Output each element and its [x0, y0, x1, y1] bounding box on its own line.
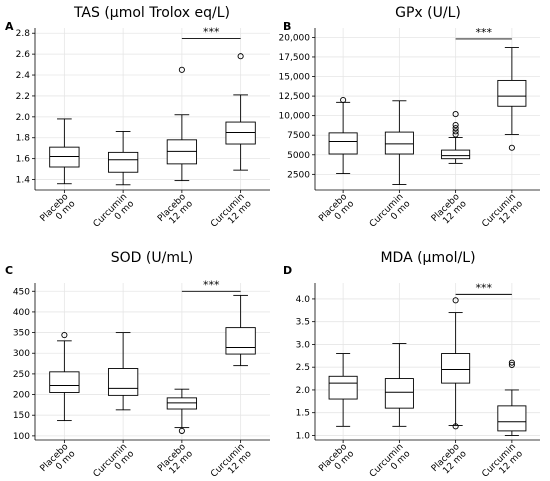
outlier-point: [237, 53, 244, 60]
box-iqr: [384, 378, 414, 409]
x-tick-label: Curcumin0 mo: [368, 192, 413, 237]
y-tick-label: 2.5: [296, 363, 310, 373]
y-tick-label: 5000: [287, 151, 310, 161]
y-tick-label: 400: [13, 308, 30, 318]
significance-stars: ***: [203, 278, 220, 291]
y-tick-label: 100: [13, 432, 30, 442]
panel-title: GPx (U/L): [395, 5, 461, 21]
x-tick-label: Placebo0 mo: [317, 192, 356, 231]
outlier-point: [178, 427, 185, 434]
outlier-point: [452, 423, 459, 430]
box-iqr: [441, 353, 471, 384]
x-tick-label: Curcumin0 mo: [368, 442, 413, 481]
y-tick-label: 150: [13, 411, 30, 421]
y-tick-label: 2.0: [296, 386, 311, 396]
y-tick-label: 7500: [287, 131, 310, 141]
box-iqr: [225, 121, 256, 145]
panel-title: TAS (μmol Trolox eq/L): [73, 5, 230, 21]
box-iqr: [166, 139, 198, 165]
x-tick-label: Placebo12 mo: [156, 192, 195, 231]
outlier-point: [508, 359, 515, 366]
panel-letter: B: [283, 20, 291, 33]
y-tick-label: 1.4: [16, 176, 31, 186]
outlier-point: [178, 66, 185, 73]
significance-stars: ***: [476, 26, 493, 39]
y-tick-label: 17,500: [279, 53, 311, 63]
y-tick-label: 450: [13, 287, 30, 297]
y-tick-label: 1.8: [16, 134, 31, 144]
y-tick-label: 2.0: [16, 113, 31, 123]
y-tick-label: 2500: [287, 170, 310, 180]
outlier-point: [508, 144, 515, 151]
box-iqr: [225, 327, 256, 355]
y-tick-label: 12,500: [279, 92, 311, 102]
y-tick-label: 2.2: [16, 92, 30, 102]
panel-letter: A: [5, 20, 14, 33]
x-tick-label: Curcumin12 mo: [480, 192, 525, 237]
x-tick-label: Curcumin0 mo: [92, 442, 137, 481]
panel-d: 1.0 1.5 2.0 2.5 3.0 3.5 4.0 Placebo0 mo Curcumin…: [283, 250, 540, 481]
y-tick-label: 2.4: [16, 71, 31, 81]
y-tick-label: 10,000: [279, 112, 311, 122]
outlier-point: [340, 96, 347, 104]
box-iqr: [107, 151, 139, 173]
panel-letter: D: [283, 264, 292, 277]
x-tick-label: Placebo0 mo: [39, 442, 78, 481]
panel-letter: C: [5, 264, 13, 277]
outlier-point: [452, 125, 459, 132]
x-tick-label: Placebo0 mo: [39, 192, 78, 231]
outlier-point: [61, 332, 68, 339]
x-tick-label: Placebo12 mo: [156, 442, 195, 481]
y-tick-label: 2.6: [16, 50, 31, 60]
box-iqr: [49, 371, 80, 393]
outlier-point: [452, 128, 459, 135]
y-tick-label: 3.0: [296, 340, 311, 350]
y-tick-label: 15,000: [279, 73, 311, 83]
y-tick-label: 300: [13, 349, 30, 359]
x-tick-label: Placebo12 mo: [430, 192, 469, 231]
x-tick-label: Curcumin12 mo: [480, 442, 525, 481]
y-tick-label: 3.5: [296, 318, 310, 328]
box-iqr: [328, 132, 358, 155]
y-tick-label: 2.8: [16, 29, 31, 39]
box-iqr: [441, 149, 471, 160]
panel-title: SOD (U/mL): [111, 250, 193, 266]
significance-stars: ***: [476, 281, 493, 294]
y-tick-label: 200: [13, 391, 30, 401]
box-iqr: [107, 368, 139, 396]
box-iqr: [49, 146, 80, 168]
box-iqr: [497, 79, 527, 107]
x-tick-label: Curcumin12 mo: [209, 442, 254, 481]
y-tick-label: 1.6: [16, 155, 31, 165]
y-tick-label: 1.5: [296, 409, 310, 419]
box-iqr: [384, 131, 414, 155]
y-tick-label: 4.0: [296, 295, 311, 305]
y-tick-label: 20,000: [279, 33, 311, 43]
panel-b: 2500 5000 7500 10,000 12,500 15,000 17,500 20,0…: [279, 5, 540, 237]
x-tick-label: Placebo0 mo: [317, 442, 356, 481]
y-tick-label: 250: [13, 370, 30, 380]
outlier-point: [508, 361, 515, 368]
x-tick-label: Placebo12 mo: [430, 442, 469, 481]
y-tick-label: 1.0: [296, 431, 311, 441]
box-iqr: [166, 397, 198, 410]
significance-stars: ***: [203, 25, 220, 38]
outlier-point: [452, 121, 459, 129]
outlier-point: [452, 297, 459, 304]
x-tick-label: Curcumin12 mo: [209, 192, 254, 237]
outlier-point: [452, 111, 459, 118]
panel-a: 1.4 1.6 1.8 2.0 2.2 2.4 2.6 2.8 Placebo0 mo Curcu…: [5, 5, 270, 237]
box-iqr: [497, 405, 527, 432]
panel-title: MDA (μmol/L): [380, 250, 475, 266]
y-tick-label: 350: [13, 329, 30, 339]
panel-c: 100 150 200 250 300 350 400 450 Placebo0 mo Curcu…: [5, 250, 270, 481]
x-tick-label: Curcumin0 mo: [92, 192, 137, 237]
box-iqr: [328, 375, 358, 400]
outlier-point: [452, 131, 459, 138]
